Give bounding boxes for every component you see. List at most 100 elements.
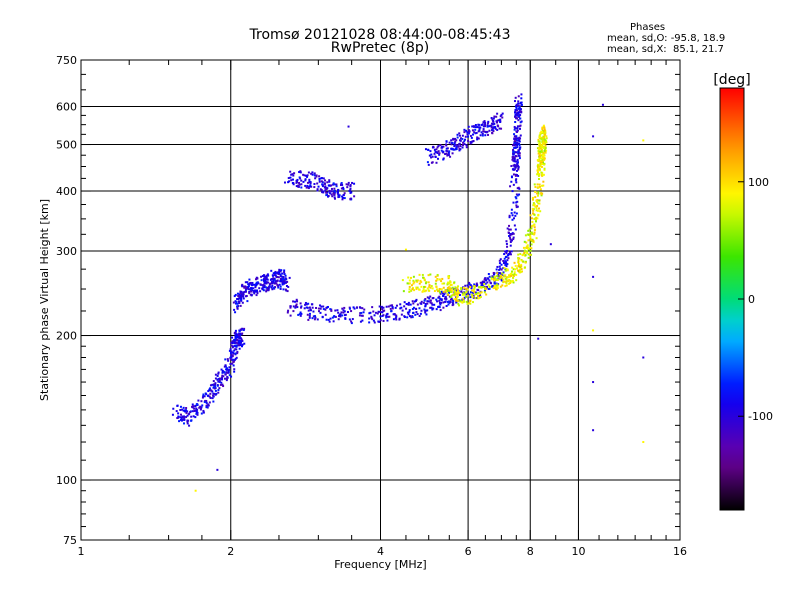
data-point	[486, 125, 489, 128]
data-point	[491, 285, 494, 288]
data-point	[539, 163, 542, 166]
data-point	[450, 288, 453, 291]
data-point	[394, 317, 397, 320]
data-point	[642, 139, 645, 142]
data-point	[296, 300, 299, 303]
data-point	[429, 299, 432, 302]
data-point	[435, 279, 438, 282]
data-point	[352, 306, 355, 309]
data-point	[421, 273, 424, 276]
data-point	[233, 359, 236, 362]
data-point	[531, 220, 534, 223]
data-point	[238, 293, 241, 296]
data-point	[236, 292, 239, 295]
data-point	[318, 177, 321, 180]
data-point	[437, 145, 440, 148]
data-point	[437, 157, 440, 160]
data-point	[424, 148, 427, 151]
data-point	[305, 306, 308, 309]
data-point	[511, 190, 514, 193]
data-point	[539, 159, 542, 162]
data-point	[373, 321, 376, 324]
data-point	[495, 288, 498, 291]
data-point	[538, 154, 541, 157]
data-point	[467, 139, 470, 142]
data-point	[405, 307, 408, 310]
data-point	[514, 109, 517, 112]
data-point	[513, 135, 516, 138]
data-point	[203, 400, 206, 403]
data-point	[472, 291, 475, 294]
data-point	[320, 177, 323, 180]
data-point	[512, 159, 515, 162]
data-point	[387, 305, 390, 308]
data-point	[515, 137, 518, 140]
data-point	[505, 242, 508, 245]
data-point	[512, 152, 515, 155]
data-point	[234, 357, 237, 360]
data-point	[517, 137, 520, 140]
data-point	[292, 305, 295, 308]
data-point	[281, 275, 284, 278]
data-point	[517, 142, 520, 145]
data-point	[496, 265, 499, 268]
data-point	[529, 236, 532, 239]
data-point	[520, 110, 523, 113]
data-point	[223, 371, 226, 374]
data-point	[271, 274, 274, 277]
data-point	[532, 202, 535, 205]
data-point	[185, 415, 188, 418]
data-point	[468, 293, 471, 296]
data-point	[175, 410, 178, 413]
data-point	[472, 289, 475, 292]
data-point	[238, 329, 241, 332]
data-point	[253, 283, 256, 286]
data-point	[186, 414, 189, 417]
data-point	[193, 407, 196, 410]
y-tick-label: 100	[56, 474, 77, 487]
data-point	[350, 322, 353, 325]
data-point	[516, 194, 519, 197]
data-point	[448, 301, 451, 304]
data-point	[223, 365, 226, 368]
data-point	[457, 292, 460, 295]
data-point	[427, 163, 430, 166]
data-point	[271, 284, 274, 287]
data-point	[281, 283, 284, 286]
data-point	[502, 280, 505, 283]
data-point	[535, 199, 538, 202]
phases-x-stats: mean, sd,X: 85.1, 21.7	[607, 44, 724, 55]
data-point	[295, 180, 298, 183]
data-point	[537, 191, 540, 194]
data-point	[515, 212, 518, 215]
data-point	[432, 297, 435, 300]
data-point	[536, 159, 539, 162]
data-point	[186, 422, 189, 425]
data-point	[495, 285, 498, 288]
data-point	[534, 220, 537, 223]
data-point	[496, 274, 499, 277]
data-point	[471, 289, 474, 292]
data-point	[536, 194, 539, 197]
data-point	[516, 187, 519, 190]
data-point	[306, 181, 309, 184]
data-point	[246, 300, 249, 303]
data-point	[306, 306, 309, 309]
data-point	[307, 187, 310, 190]
data-point	[382, 314, 385, 317]
data-point	[342, 309, 345, 312]
data-point	[511, 158, 514, 161]
data-point	[260, 275, 263, 278]
data-point	[255, 294, 258, 297]
data-point	[512, 183, 515, 186]
data-point	[527, 253, 530, 256]
data-point	[313, 315, 316, 318]
data-point	[519, 117, 522, 120]
data-point	[510, 208, 513, 211]
data-point	[514, 228, 517, 231]
data-point	[241, 301, 244, 304]
data-point	[267, 281, 270, 284]
data-point	[454, 148, 457, 151]
data-point	[449, 281, 452, 284]
data-point	[512, 201, 515, 204]
